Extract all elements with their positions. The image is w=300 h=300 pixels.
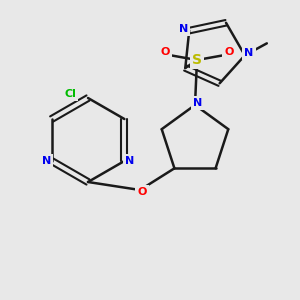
Text: O: O <box>160 47 170 57</box>
Text: O: O <box>137 187 147 197</box>
Text: N: N <box>244 48 254 58</box>
Text: N: N <box>125 156 134 166</box>
Text: N: N <box>178 24 188 34</box>
Text: S: S <box>192 53 202 67</box>
Text: O: O <box>224 47 234 57</box>
Text: N: N <box>194 98 202 108</box>
Text: Cl: Cl <box>64 89 76 99</box>
Text: N: N <box>42 156 51 166</box>
